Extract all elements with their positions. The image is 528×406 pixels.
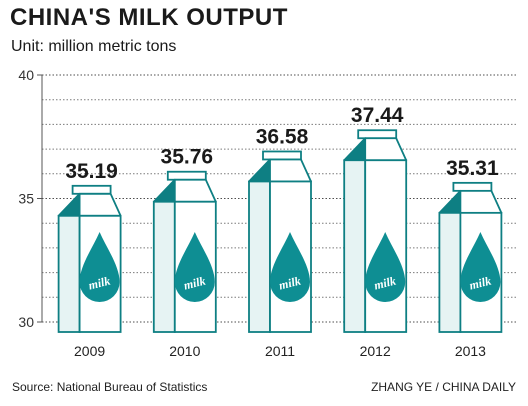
y-tick-label: 40 xyxy=(18,67,34,83)
source-note: Source: National Bureau of Statistics xyxy=(12,380,208,394)
labels-layer: 35.19 2009 35.76 2010 36.58 2011 37.44 2012 35.3… xyxy=(65,104,499,359)
carton-top-right xyxy=(364,137,408,162)
x-tick-label: 2009 xyxy=(74,343,105,359)
carton-side xyxy=(438,211,462,333)
bar-2013: milk xyxy=(438,181,503,333)
y-tick-label: 35 xyxy=(18,191,34,207)
milk-drop-icon xyxy=(270,232,310,302)
value-label: 35.19 xyxy=(65,160,118,183)
carton-side xyxy=(152,200,176,333)
axis-layer: 30 35 40 xyxy=(18,67,43,330)
bar-2012: milk xyxy=(343,129,408,333)
carton-cap xyxy=(452,181,493,192)
value-label: 37.44 xyxy=(351,104,404,127)
value-label: 36.58 xyxy=(256,125,309,148)
carton-cap xyxy=(262,150,302,161)
carton-top-left xyxy=(152,178,176,203)
carton-top-left xyxy=(438,189,462,214)
milk-label: milk xyxy=(277,274,302,293)
carton-side xyxy=(343,159,367,333)
credit-note: ZHANG YE / CHINA DAILY xyxy=(371,380,516,394)
carton-top-right xyxy=(173,178,217,203)
milk-label: milk xyxy=(373,274,398,293)
milk-drop-icon xyxy=(460,232,501,302)
x-tick-label: 2011 xyxy=(265,343,295,359)
milk-label: milk xyxy=(182,274,207,293)
milk-label: milk xyxy=(468,274,493,293)
carton-top-right xyxy=(269,158,312,183)
carton-side xyxy=(248,180,271,333)
x-tick-label: 2012 xyxy=(360,343,391,359)
carton-cap xyxy=(71,184,112,195)
milk-drop-icon xyxy=(174,232,215,302)
x-tick-label: 2013 xyxy=(455,343,486,359)
bar-2011: milk xyxy=(248,150,312,333)
value-label: 35.76 xyxy=(161,146,214,169)
chart-subtitle: Unit: million metric tons xyxy=(11,38,177,55)
y-tick-label: 30 xyxy=(18,314,34,330)
carton-cap xyxy=(166,170,207,181)
carton-top-left xyxy=(248,158,271,183)
chart-title: CHINA'S MILK OUTPUT xyxy=(10,4,288,31)
bar-2009: milk xyxy=(57,184,122,333)
carton-cap xyxy=(357,129,398,140)
value-label: 35.31 xyxy=(446,157,499,180)
x-tick-label: 2010 xyxy=(169,343,200,359)
milk-drop-icon xyxy=(365,232,406,302)
carton-top-right xyxy=(78,192,122,217)
carton-side xyxy=(57,214,81,333)
bars-layer: milk milk milk milk milk xyxy=(57,129,503,333)
carton-top-right xyxy=(459,189,503,214)
milk-label: milk xyxy=(87,274,112,293)
bar-2010: milk xyxy=(152,170,217,333)
milk-drop-icon xyxy=(79,232,120,302)
carton-top-left xyxy=(57,192,81,217)
